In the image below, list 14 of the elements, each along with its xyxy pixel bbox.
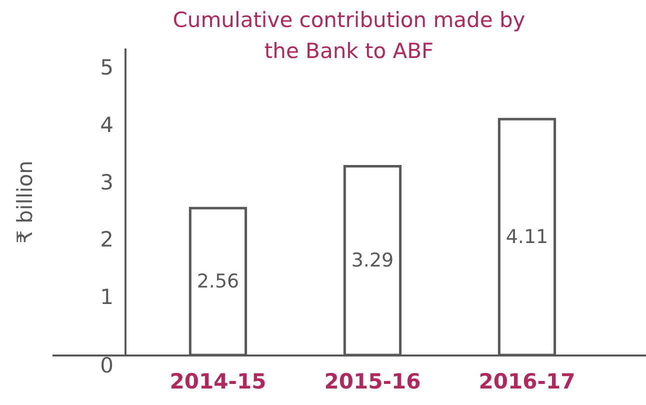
- chart-title: Cumulative contribution made by the Bank to ABF: [172, 8, 526, 63]
- x-tick-label: 2016-17: [478, 370, 576, 394]
- y-tick-label: 2: [100, 228, 114, 252]
- y-tick-label: 1: [100, 285, 114, 310]
- y-tick-label: 0: [100, 354, 114, 378]
- y-tick-label: 4: [100, 112, 114, 137]
- data-label: 3.29: [351, 250, 394, 272]
- x-tick-label: 2015-16: [324, 370, 421, 394]
- y-tick-label: 3: [100, 170, 114, 194]
- x-tick-label: 2014-15: [170, 370, 266, 394]
- y-axis-title: ₹ billion: [13, 160, 38, 244]
- data-label: 2.56: [196, 270, 240, 293]
- y-tick-label: 5: [100, 56, 114, 80]
- data-label: 4.11: [506, 226, 548, 248]
